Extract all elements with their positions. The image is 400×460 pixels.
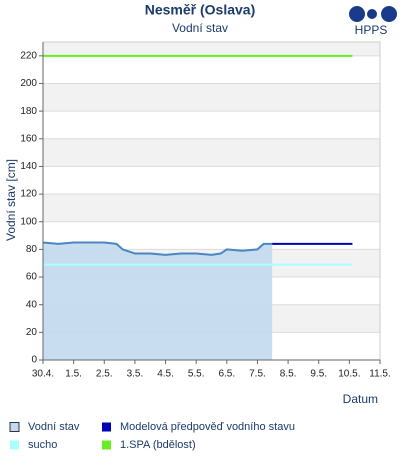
- logo-text: HPPS: [355, 23, 388, 37]
- legend-label: Modelová předpověď vodního stavu: [120, 421, 295, 433]
- chart-subtitle: Vodní stav: [172, 21, 228, 35]
- y-tick-label: 60: [26, 272, 38, 283]
- grid-band: [43, 194, 380, 222]
- y-tick-label: 220: [20, 50, 37, 61]
- legend-label: 1.SPA (bdělost): [120, 439, 196, 451]
- chart-title: Nesměř (Oslava): [145, 2, 256, 18]
- x-tick-label: 7.5.: [249, 369, 266, 380]
- y-tick-label: 140: [20, 161, 37, 172]
- logo-icon: [349, 6, 397, 22]
- x-tick-label: 6.5.: [218, 369, 235, 380]
- x-tick-label: 5.5.: [188, 369, 205, 380]
- legend-label: sucho: [28, 439, 57, 451]
- y-tick-label: 180: [20, 106, 37, 117]
- y-axis-label: Vodní stav [cm]: [4, 159, 18, 241]
- area: [43, 242, 273, 360]
- x-tick-label: 2.5.: [96, 369, 113, 380]
- y-tick-label: 120: [20, 189, 37, 200]
- y-tick-label: 160: [20, 133, 37, 144]
- grid-band: [43, 83, 380, 112]
- x-tick-label: 4.5.: [157, 369, 174, 380]
- y-tick-label: 200: [20, 78, 37, 89]
- x-tick-label: 8.5.: [280, 369, 297, 380]
- x-tick-label: 10.5.: [338, 369, 360, 380]
- x-tick-label: 9.5.: [310, 369, 327, 380]
- x-axis-label: Datum: [343, 392, 378, 406]
- legend-label: Vodní stav: [28, 421, 80, 433]
- x-tick-label: 30.4.: [32, 369, 54, 380]
- grid-band: [43, 138, 380, 167]
- y-tick-label: 100: [20, 216, 37, 227]
- legend-swatch: [9, 422, 20, 432]
- line: [42, 241, 273, 256]
- y-tick-label: 40: [26, 299, 38, 310]
- x-tick-label: 11.5.: [369, 369, 391, 380]
- x-tick-label: 1.5.: [65, 369, 82, 380]
- y-tick-label: 0: [31, 355, 37, 366]
- y-tick-label: 80: [26, 244, 38, 255]
- legend-swatch: [102, 440, 111, 450]
- y-tick-label: 20: [26, 327, 38, 338]
- x-tick-label: 3.5.: [127, 369, 144, 380]
- legend-swatch: [10, 440, 19, 450]
- grid-band: [43, 42, 380, 56]
- legend-swatch: [102, 422, 111, 432]
